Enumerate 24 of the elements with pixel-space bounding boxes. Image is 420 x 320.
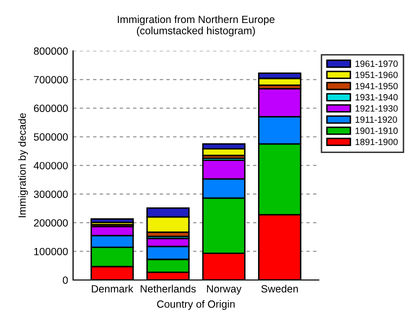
legend-label: 1891-1900 (356, 138, 398, 146)
y-tick-label: 600000 (34, 104, 68, 112)
x-tick-label: Sweden (261, 284, 298, 293)
y-tick-label: 100000 (34, 248, 68, 256)
y-tick-label: 200000 (34, 219, 68, 227)
y-tick-label: 800000 (34, 47, 68, 55)
legend-label: 1961-1970 (356, 60, 398, 67)
y-tick-label: 0 (62, 276, 68, 284)
chart-title: Immigration from Northern Europe (columstacked histogram) (118, 15, 274, 36)
legend-label: 1911-1920 (356, 116, 398, 123)
x-tick-label: Norway (207, 285, 242, 295)
y-tick-label: 500000 (34, 133, 68, 141)
x-tick-label: Netherlands (140, 284, 196, 293)
legend-label: 1951-1960 (356, 72, 398, 78)
legend-label: 1901-1910 (356, 128, 398, 134)
y-tick-label: 400000 (34, 162, 68, 170)
legend-label: 1941-1950 (356, 82, 398, 90)
legend-label: 1921-1930 (356, 105, 398, 112)
y-axis-title: Immigration by decade (18, 113, 28, 218)
x-tick-label: Denmark (92, 284, 134, 293)
x-axis-title: Country of Origin (157, 300, 235, 310)
legend-label: 1931-1940 (356, 94, 398, 100)
y-tick-label: 700000 (34, 76, 68, 84)
y-tick-label: 300000 (34, 190, 68, 198)
